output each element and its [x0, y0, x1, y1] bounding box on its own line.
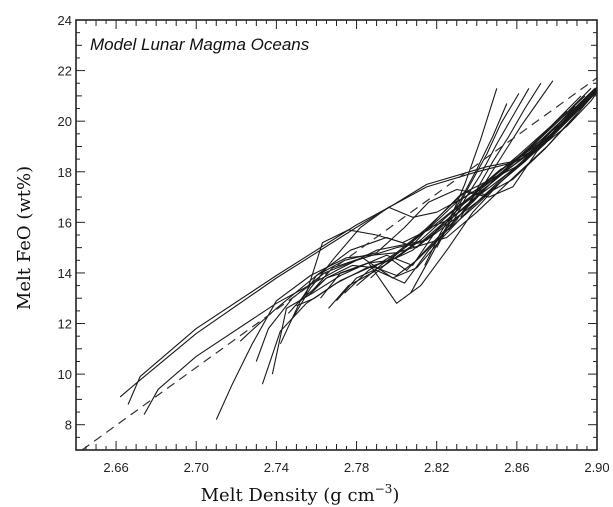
series-line-22: [410, 88, 498, 294]
x-tick-label: 2.66: [103, 460, 128, 475]
x-tick-label: 2.90: [584, 460, 609, 475]
x-tick-label: 2.86: [504, 460, 529, 475]
series-line-15: [312, 88, 597, 291]
series-line-19: [344, 90, 597, 294]
y-tick-label: 12: [58, 317, 72, 332]
y-tick-label: 14: [58, 266, 72, 281]
series-line-21: [370, 86, 597, 279]
y-tick-label: 20: [58, 114, 72, 129]
y-axis-title: Melt FeO (wt%): [14, 166, 35, 310]
series-line-13: [299, 89, 597, 302]
plot-annotation: Model Lunar Magma Oceans: [90, 35, 310, 54]
reference-dashed-line: [81, 77, 597, 450]
series-line-25: [448, 88, 530, 231]
x-tick-label: 2.78: [344, 460, 369, 475]
x-tick-label: 2.82: [424, 460, 449, 475]
x-tick-labels: 2.66 2.70 2.74 2.78 2.82 2.86 2.90: [103, 460, 609, 475]
x-tick-label: 2.74: [264, 460, 289, 475]
y-tick-label: 24: [58, 13, 72, 28]
x-tick-label: 2.70: [184, 460, 209, 475]
y-tick-label: 22: [58, 64, 72, 79]
series-line-1: [127, 91, 597, 405]
series-line-11: [291, 87, 592, 319]
plot-area: [81, 77, 597, 450]
y-tick-label: 8: [65, 418, 72, 433]
series-line-26: [460, 82, 542, 218]
tick-marks: [75, 19, 598, 451]
series-line-23: [424, 103, 508, 266]
y-tick-label: 16: [58, 215, 72, 230]
y-tick-label: 18: [58, 165, 72, 180]
series-line-18: [336, 90, 597, 302]
series-line-24: [436, 93, 520, 248]
y-tick-labels: 8 10 12 14 16 18 20 22 24: [58, 13, 72, 433]
x-axis-title: Melt Density (g cm−3): [201, 482, 400, 506]
y-tick-label: 10: [58, 367, 72, 382]
series-layer: [119, 80, 597, 420]
